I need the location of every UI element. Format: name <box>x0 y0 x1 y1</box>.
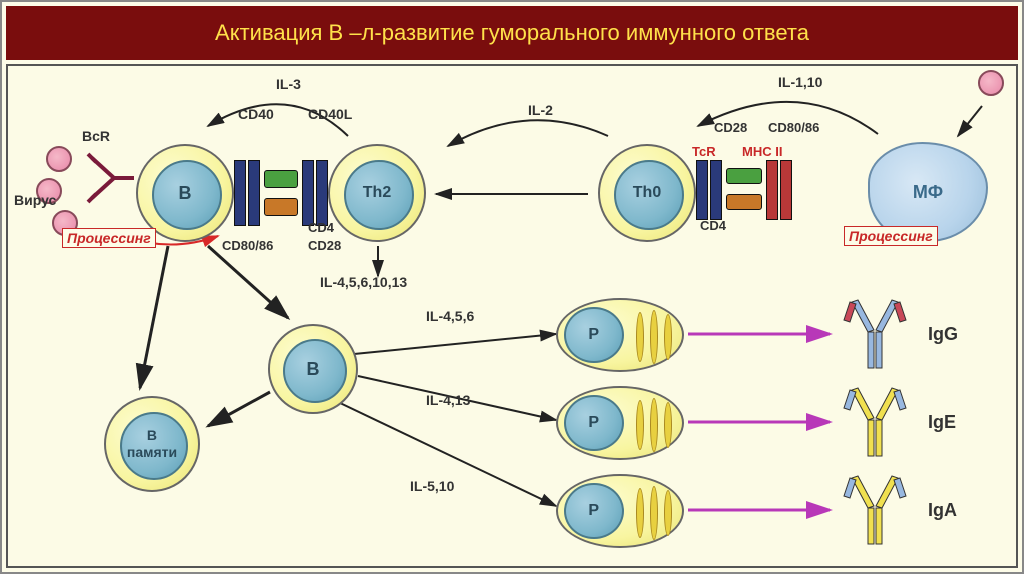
cell-label: P <box>588 414 599 432</box>
ig-label: IgG <box>928 324 958 345</box>
marker-label: MHC II <box>742 144 782 159</box>
b-memory-cell: B памяти <box>104 396 200 492</box>
b-cell-activated: B <box>268 324 358 414</box>
diagram: B Th2 Th0 МФ B B памяти <box>6 64 1018 568</box>
receptor-complex-right <box>696 160 826 220</box>
cell-label: P <box>588 502 599 520</box>
receptor-complex-left <box>234 160 328 226</box>
cytokine-label: IL-4,13 <box>426 392 470 408</box>
cell-label: Th2 <box>363 184 391 202</box>
antibody-igg-icon <box>840 296 910 372</box>
marker-label: CD4 <box>308 220 334 235</box>
cell-label: МФ <box>913 182 943 203</box>
virus-particle <box>46 146 72 172</box>
marker-label: CD80/86 <box>222 238 273 253</box>
cytokine-label: IL-3 <box>276 76 301 92</box>
marker-label: TcR <box>692 144 716 159</box>
cell-label: Th0 <box>633 184 661 202</box>
processing-label: Процессинг <box>62 228 156 248</box>
virus-particle <box>978 70 1004 96</box>
marker-label: CD80/86 <box>768 120 819 135</box>
cytokine-label: IL-4,5,6 <box>426 308 474 324</box>
marker-label: BcR <box>82 128 110 144</box>
plasma-cell: P <box>556 298 684 372</box>
th0-cell: Th0 <box>598 144 696 242</box>
marker-label: CD28 <box>308 238 341 253</box>
cytokine-label: IL-2 <box>528 102 553 118</box>
title-bar: Активация В –л-развитие гуморального имм… <box>6 6 1018 60</box>
page-title: Активация В –л-развитие гуморального имм… <box>215 20 809 46</box>
ig-label: IgA <box>928 500 957 521</box>
plasma-cell: P <box>556 386 684 460</box>
cell-label: B <box>307 359 320 380</box>
plasma-cell: P <box>556 474 684 548</box>
cell-label: B памяти <box>127 427 177 461</box>
antibody-ige-icon <box>840 384 910 460</box>
marker-label: CD4 <box>700 218 726 233</box>
cell-label: P <box>588 326 599 344</box>
marker-label: CD28 <box>714 120 747 135</box>
cytokine-label: IL-4,5,6,10,13 <box>320 274 407 290</box>
marker-label: CD40L <box>308 106 352 122</box>
marker-label: CD40 <box>238 106 274 122</box>
virus-label: Вирус <box>14 192 56 208</box>
cytokine-label: IL-5,10 <box>410 478 454 494</box>
cytokine-label: IL-1,10 <box>778 74 822 90</box>
processing-label: Процессинг <box>844 226 938 246</box>
th2-cell: Th2 <box>328 144 426 242</box>
bcr-icon <box>84 148 138 208</box>
cell-label: B <box>179 183 192 204</box>
antibody-iga-icon <box>840 472 910 548</box>
ig-label: IgE <box>928 412 956 433</box>
